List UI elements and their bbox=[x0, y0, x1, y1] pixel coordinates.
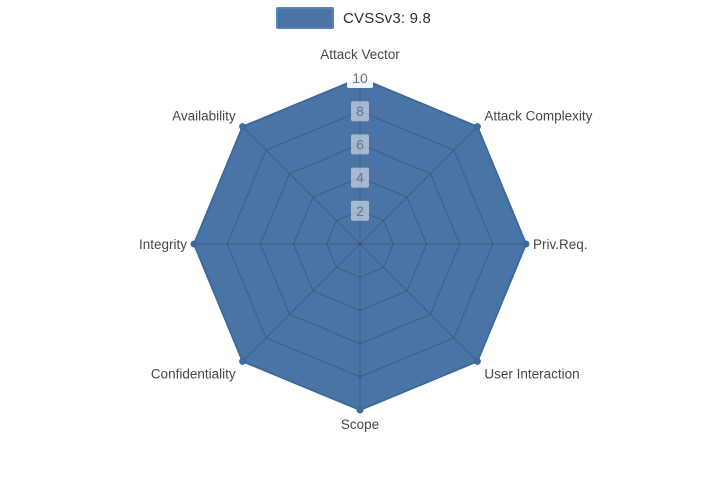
axis-spoke bbox=[242, 126, 361, 245]
legend-item[interactable]: CVSSv3: 9.8 bbox=[276, 7, 431, 29]
radial-tick-box bbox=[347, 68, 373, 88]
radial-tick-box bbox=[351, 167, 369, 188]
vertex-marker bbox=[190, 240, 198, 248]
category-label: Availability bbox=[172, 109, 236, 124]
vertex-marker bbox=[239, 357, 247, 365]
radial-tick-label: 6 bbox=[356, 136, 364, 152]
legend-swatch bbox=[276, 7, 334, 29]
vertex-marker bbox=[239, 123, 247, 131]
axis-spoke bbox=[359, 243, 478, 362]
grid-ring bbox=[293, 177, 427, 311]
category-label: Scope bbox=[341, 417, 379, 432]
vertex-marker bbox=[356, 406, 364, 414]
radial-tick-label: 2 bbox=[356, 203, 364, 219]
radial-tick-label: 10 bbox=[352, 70, 368, 86]
radial-tick-label: 8 bbox=[356, 103, 364, 119]
legend-label: CVSSv3: 9.8 bbox=[343, 9, 432, 27]
radial-tick-box bbox=[351, 101, 369, 122]
category-label: User Interaction bbox=[484, 366, 579, 381]
grid-ring bbox=[226, 110, 494, 378]
radial-tick-box bbox=[351, 134, 369, 155]
radial-tick-label: 4 bbox=[356, 170, 364, 186]
category-label: Attack Complexity bbox=[484, 109, 592, 124]
category-label: Confidentiality bbox=[151, 366, 236, 381]
axis-spoke bbox=[359, 126, 478, 245]
category-label: Attack Vector bbox=[320, 47, 400, 62]
grid-ring bbox=[259, 143, 461, 345]
vertex-marker bbox=[473, 357, 481, 365]
axis-spoke bbox=[242, 243, 361, 362]
vertex-marker bbox=[473, 123, 481, 131]
radial-tick-box bbox=[351, 200, 369, 221]
vertex-marker bbox=[522, 240, 530, 248]
category-label: Integrity bbox=[139, 237, 187, 252]
grid-ring bbox=[326, 210, 394, 278]
category-label: Priv.Req. bbox=[533, 237, 588, 252]
